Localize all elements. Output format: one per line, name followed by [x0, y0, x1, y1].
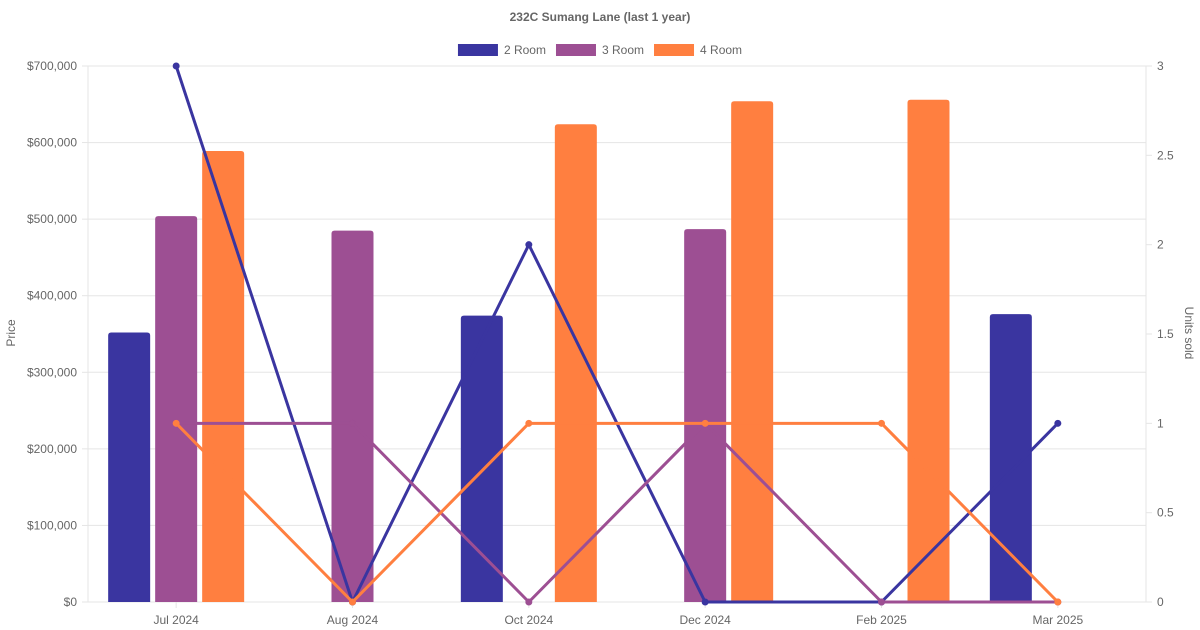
x-tick-label: Mar 2025	[1032, 613, 1083, 627]
bar-2-room-oct-2024	[460, 315, 503, 602]
legend-label: 4 Room	[700, 43, 742, 57]
chart-title: 232C Sumang Lane (last 1 year)	[510, 10, 691, 24]
units-line-4-room	[174, 421, 1060, 604]
x-tick-label: Feb 2025	[856, 613, 907, 627]
left-tick-label: $500,000	[27, 212, 77, 226]
bar-3-room-dec-2024	[684, 229, 727, 602]
left-axis-title: Price	[4, 319, 18, 347]
gridlines	[87, 65, 1147, 603]
right-tick-label: 0	[1157, 595, 1164, 609]
x-tick-label: Dec 2024	[679, 613, 731, 627]
units-point-4-room-feb-2025	[878, 419, 885, 427]
left-tick-label: $300,000	[27, 365, 77, 379]
bar-3-room-jul-2024	[155, 216, 198, 602]
units-point-3-room-aug-2024	[349, 419, 356, 427]
units-point-2-room-mar-2025	[1054, 419, 1062, 427]
bar-4-room-oct-2024	[554, 124, 597, 603]
units-point-2-room-oct-2024	[525, 241, 533, 249]
legend-item-4-room: 4 Room	[654, 43, 742, 57]
unit-lines	[172, 62, 1062, 606]
bar-3-room-aug-2024	[331, 230, 374, 602]
units-point-2-room-jul-2024	[172, 62, 180, 70]
bar-4-room-feb-2025	[907, 99, 950, 602]
right-tick-label: 0.5	[1157, 506, 1174, 520]
bar-4-room-dec-2024	[731, 101, 774, 603]
legend-swatch	[457, 44, 498, 56]
units-point-2-room-dec-2024	[701, 598, 709, 606]
x-tick-label: Oct 2024	[504, 613, 553, 627]
right-axis-title: Units sold	[1182, 307, 1196, 360]
legend-item-2-room: 2 Room	[457, 43, 546, 57]
right-tick-label: 2.5	[1157, 148, 1174, 162]
left-tick-label: $400,000	[27, 289, 77, 303]
left-tick-label: $700,000	[27, 59, 77, 73]
left-tick-label: $600,000	[27, 136, 77, 150]
units-line-3-room	[174, 421, 1060, 604]
left-tick-label: $100,000	[27, 518, 77, 532]
left-tick-label: $200,000	[27, 442, 77, 456]
units-point-4-room-aug-2024	[349, 598, 356, 606]
units-point-3-room-oct-2024	[525, 598, 533, 606]
x-tick-label: Aug 2024	[327, 613, 379, 627]
legend-item-3-room: 3 Room	[555, 43, 644, 57]
x-tick-label: Jul 2024	[153, 613, 199, 627]
units-point-4-room-jul-2024	[172, 419, 180, 427]
units-point-4-room-mar-2025	[1054, 598, 1062, 606]
units-point-4-room-dec-2024	[701, 419, 709, 427]
bar-2-room-mar-2025	[989, 314, 1032, 602]
legend: 2 Room 3 Room 4 Room	[457, 43, 742, 57]
legend-label: 3 Room	[602, 43, 644, 57]
right-tick-label: 1.5	[1157, 327, 1174, 341]
right-tick-label: 1	[1157, 416, 1164, 430]
legend-swatch	[654, 44, 695, 56]
bar-2-room-jul-2024	[108, 332, 151, 602]
x-axis: Jul 2024 Aug 2024 Oct 2024 Dec 2024 Feb 2025…	[153, 602, 1084, 627]
right-tick-label: 2	[1157, 238, 1164, 252]
right-axis: 0 0.5 1 1.5 2 2.5 3	[1146, 59, 1174, 609]
right-tick-label: 3	[1157, 59, 1164, 73]
legend-label: 2 Room	[504, 43, 546, 57]
bars	[108, 99, 1032, 603]
units-point-3-room-feb-2025	[878, 598, 885, 606]
units-point-4-room-oct-2024	[525, 419, 533, 427]
legend-swatch	[555, 44, 596, 56]
bar-4-room-jul-2024	[202, 150, 245, 602]
left-tick-label: $0	[64, 595, 78, 609]
left-axis: $0 $100,000 $200,000 $300,000 $400,000 $500,0…	[27, 59, 88, 609]
